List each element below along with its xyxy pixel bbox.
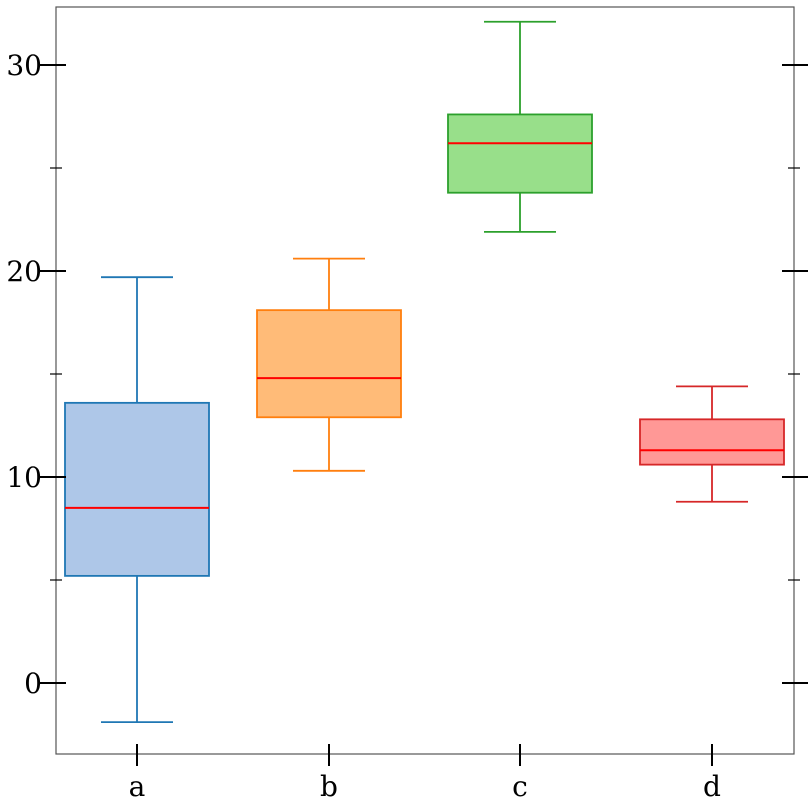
axes-frame (55, 6, 795, 755)
y-tick-label: 10 (6, 461, 42, 494)
x-tick-label-a: a (129, 770, 146, 803)
box-d (639, 385, 785, 503)
x-tick-label-b: b (320, 770, 338, 803)
iqr-box-a (64, 401, 210, 577)
plot-area (64, 20, 785, 724)
x-tick-label-d: d (703, 770, 721, 803)
box-c (447, 20, 593, 233)
box-a (64, 276, 210, 724)
y-tick-label: 20 (6, 255, 42, 288)
x-tick-label-c: c (512, 770, 528, 803)
iqr-box-d (639, 418, 785, 466)
y-tick-label: 30 (6, 49, 42, 82)
iqr-box-b (256, 309, 402, 419)
axis-ticks: 0 10 20 30 a b c d (6, 49, 808, 803)
y-tick-label: 0 (24, 667, 42, 700)
box-b (256, 257, 402, 472)
iqr-box-c (447, 113, 593, 194)
